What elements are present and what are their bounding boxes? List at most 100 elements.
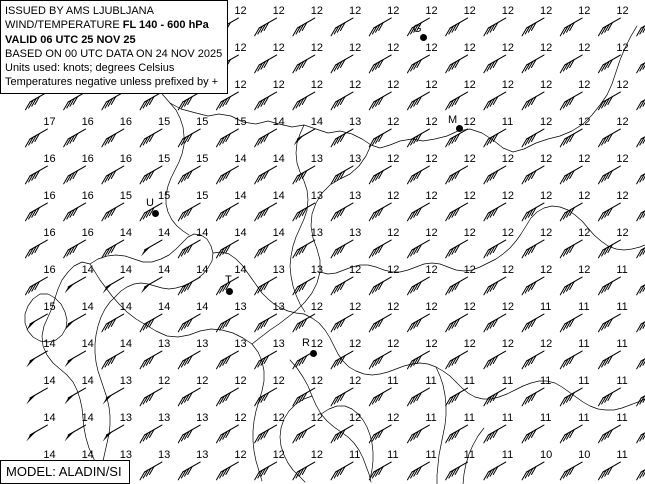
geography-path <box>41 261 106 484</box>
wind-barb-feather <box>527 393 534 403</box>
wind-barb-feather <box>451 134 457 144</box>
wind-barb-feather <box>451 245 457 255</box>
temperature-value: 11 <box>578 375 590 388</box>
wind-barb-feather <box>72 244 79 253</box>
wind-barb-feather <box>566 171 572 181</box>
wind-barb-feather <box>559 27 566 37</box>
wind-barb-feather <box>219 284 225 294</box>
wind-barb-feather <box>216 175 222 185</box>
wind-barb-feather <box>451 319 457 329</box>
wind-barb-pennant <box>26 320 37 331</box>
wind-barb-feather <box>598 360 604 370</box>
temperature-value: 14 <box>81 301 94 314</box>
wind-barb-pennant <box>140 283 152 294</box>
wind-barb-feather <box>601 210 607 220</box>
wind-barb-feather <box>31 171 37 181</box>
city-marker-dot[interactable] <box>225 287 233 295</box>
wind-barb-feather <box>559 64 566 74</box>
wind-barb-feather <box>368 397 375 407</box>
wind-barb-feather <box>336 393 343 403</box>
wind-barb-feather <box>639 358 645 368</box>
wind-barb-feather <box>298 319 305 329</box>
wind-barb-feather <box>601 469 607 479</box>
wind-barb-feather <box>445 434 451 444</box>
wind-barb-feather <box>445 249 451 259</box>
wind-barb-feather <box>333 321 340 331</box>
wind-barb-feather <box>566 97 572 107</box>
temperature-value: 12 <box>310 79 324 92</box>
wind-barb-feather <box>339 318 346 327</box>
wind-barb-feather <box>407 323 413 333</box>
temperature-value: 12 <box>425 190 438 203</box>
wind-barb-feather <box>445 64 451 74</box>
wind-barb-feather <box>569 466 575 475</box>
wind-barb-feather <box>66 99 72 109</box>
wind-barb-feather <box>524 25 531 35</box>
wind-barb-feather <box>298 467 305 477</box>
geography-path <box>94 295 117 480</box>
temperature-value: 13 <box>157 338 171 351</box>
wind-barb-feather <box>254 471 260 481</box>
city-marker-dot[interactable] <box>151 209 159 217</box>
temperature-value: 13 <box>234 338 247 351</box>
wind-barb-feather <box>104 136 111 146</box>
wind-barb-feather <box>527 208 534 218</box>
wind-barb-feather <box>416 429 422 438</box>
temperature-value: 16 <box>81 190 94 203</box>
wind-barb-feather <box>562 173 569 183</box>
wind-barb-feather <box>254 434 260 444</box>
city-marker-dot[interactable] <box>309 349 317 357</box>
wind-barb-feather <box>410 173 416 183</box>
wind-barb-feather <box>527 430 534 440</box>
wind-barb-feather <box>145 319 152 329</box>
wind-barb-feather <box>295 395 302 405</box>
wind-barb-feather <box>371 247 378 257</box>
temperature-value: 12 <box>463 42 476 55</box>
wind-barb-feather <box>336 134 343 144</box>
wind-barb-feather <box>378 429 384 438</box>
wind-barb-feather <box>489 319 496 329</box>
wind-barb-feather <box>225 170 231 179</box>
wind-barb-feather <box>454 22 461 31</box>
wind-barb-feather <box>107 208 114 218</box>
wind-barb-feather <box>72 207 79 216</box>
wind-barb-feather <box>25 138 31 148</box>
wind-barb-feather <box>257 173 263 183</box>
wind-barb-feather <box>368 212 375 222</box>
wind-barb-feather <box>180 469 187 479</box>
wind-barb-feather <box>333 25 340 35</box>
temperature-value: 12 <box>348 338 362 351</box>
wind-barb-feather <box>569 96 575 105</box>
wind-barb-feather <box>225 429 231 438</box>
wind-barb-feather <box>521 101 528 111</box>
wind-barb-feather <box>187 466 193 475</box>
city-marker-dot[interactable] <box>455 124 463 132</box>
wind-barb-feather <box>107 356 114 366</box>
wind-barb-feather <box>257 432 263 442</box>
wind-barb-feather <box>295 432 302 442</box>
wind-barb-feather <box>636 471 642 481</box>
wind-barb-feather <box>378 133 384 142</box>
city-marker-dot[interactable] <box>419 33 427 41</box>
header-wind-temp-prefix: WIND/TEMPERATURE <box>5 19 123 32</box>
wind-barb-feather <box>180 321 187 331</box>
wind-barb-feather <box>407 101 413 111</box>
temperature-value: 12 <box>234 412 247 425</box>
wind-barb-feather <box>416 281 422 290</box>
wind-barb-feather <box>142 395 149 405</box>
temperature-value: 12 <box>310 301 324 314</box>
temperature-value: 14 <box>157 301 171 314</box>
wind-barb-feather <box>260 208 266 218</box>
wind-barb-feather <box>371 99 378 109</box>
wind-barb-feather <box>492 22 499 31</box>
wind-barb-feather <box>569 392 575 401</box>
wind-barb-feather <box>530 170 537 179</box>
wind-barb-feather <box>410 284 416 294</box>
header-line-wind-temperature: WIND/TEMPERATURE FL 140 - 600 hPa <box>5 18 222 32</box>
wind-barb-feather <box>413 319 419 329</box>
wind-barb-feather <box>601 358 607 368</box>
temperature-value: 15 <box>157 190 171 203</box>
temperature-value: 14 <box>234 227 247 240</box>
wind-barb-feather <box>260 97 266 107</box>
temperature-value: 14 <box>234 190 247 203</box>
